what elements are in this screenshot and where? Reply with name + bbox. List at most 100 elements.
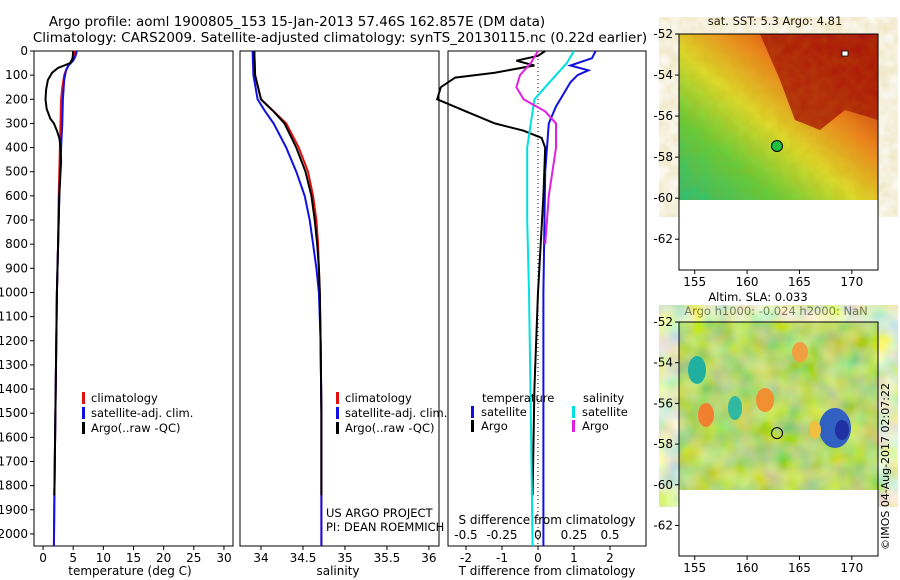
x-tick-label: 36 [421, 551, 436, 565]
legend-label-satellite: satellite-adj. clim. [91, 406, 193, 420]
difference-series [435, 50, 597, 547]
lon-tick-label: 155 [683, 275, 706, 289]
difference-plot-frame [447, 50, 647, 547]
x-tick-label: 10 [96, 551, 111, 565]
series-line-temperature-argo [435, 50, 547, 496]
figure-title-line2: Climatology: CARS2009. Satellite-adjuste… [33, 30, 647, 46]
sla-low-eddy [728, 396, 742, 420]
lat-tick-label: -54 [653, 68, 673, 82]
lat-tick-label: -60 [653, 478, 673, 492]
difference-panel: -2 -1 0 1 2 -0.5 -0.25 0 0.25 0.5 T difference fr… [435, 50, 647, 578]
y-tick-label: 200 [5, 92, 28, 106]
legend-swatch-argo [82, 422, 85, 434]
temperature-x-axis: 0 5 10 15 20 25 30 [39, 546, 232, 565]
salinity-legend: climatology satellite-adj. clim. Argo(..… [336, 391, 447, 435]
project-annotation-line2: PI: DEAN ROEMMICH [326, 520, 444, 534]
lat-tick-label: -60 [653, 191, 673, 205]
sla-high-eddy [792, 342, 808, 362]
difference-xlabel-temperature: T difference from climatology [458, 564, 636, 578]
x-tick-label: 15 [126, 551, 141, 565]
sst-map-axes: -52 -54 -56 -58 -60 -62 155 160 165 170 [653, 27, 863, 289]
y-tick-label: 1500 [0, 406, 28, 420]
legend-title-salinity: salinity [583, 391, 624, 405]
y-tick-label: 0 [20, 44, 28, 58]
x-tick-label-salinity: 0 [534, 528, 542, 542]
x-tick-label-salinity: -0.5 [454, 528, 477, 542]
x-tick-label: 2 [606, 551, 614, 565]
difference-xlabel-salinity: S difference from climatology [459, 513, 636, 527]
y-tick-label: 700 [5, 213, 28, 227]
sla-map-axes: -52 -54 -56 -58 -60 -62 155 160 165 170 [653, 315, 863, 575]
lon-tick-label: 165 [788, 561, 811, 575]
y-tick-label: 2000 [0, 527, 28, 541]
y-tick-label: 100 [5, 68, 28, 82]
legend-swatch-satellite [336, 407, 339, 419]
salinity-panel: 34 34.5 35 35.5 36 salinity climatology sate… [239, 50, 447, 578]
sla-high-eddy [698, 403, 714, 427]
temperature-panel: 0100200300400500600700800900100011001200… [0, 44, 234, 578]
lon-tick-label: 160 [736, 275, 759, 289]
x-tick-label: 20 [156, 551, 171, 565]
y-tick-label: 500 [5, 165, 28, 179]
lon-tick-label: 170 [840, 275, 863, 289]
y-tick-label: 1400 [0, 382, 28, 396]
lat-tick-label: -56 [653, 396, 673, 410]
x-tick-label: 35.5 [374, 551, 401, 565]
legend-label-salinity-argo: Argo [582, 419, 609, 433]
legend-swatch-argo [336, 422, 339, 434]
series-line-salinity-argo [515, 50, 557, 245]
x-tick-label-salinity: 0.25 [561, 528, 588, 542]
lat-tick-label: -62 [653, 232, 673, 246]
sst-map-title: sat. SST: 5.3 Argo: 4.81 [708, 14, 843, 28]
x-tick-label: 0 [534, 551, 542, 565]
temperature-series [44, 50, 78, 547]
lat-tick-label: -62 [653, 518, 673, 532]
y-tick-label: 1700 [0, 454, 28, 468]
lat-tick-label: -58 [653, 150, 673, 164]
x-tick-label: 25 [186, 551, 201, 565]
lat-tick-label: -54 [653, 356, 673, 370]
legend-label-satellite: satellite-adj. clim. [345, 406, 447, 420]
lon-tick-label: 165 [788, 275, 811, 289]
y-tick-label: 600 [5, 189, 28, 203]
x-tick-label: 0 [39, 551, 47, 565]
legend-swatch-salinity-argo [572, 420, 575, 432]
legend-title-temperature: temperature [482, 391, 554, 405]
y-tick-label: 400 [5, 141, 28, 155]
x-tick-label: -2 [460, 551, 472, 565]
lat-tick-label: -56 [653, 109, 673, 123]
y-tick-label: 1300 [0, 358, 28, 372]
x-tick-label: -1 [496, 551, 508, 565]
legend-label-salinity-satellite: satellite [582, 405, 628, 419]
series-line-argo-raw-qc- [44, 50, 75, 496]
depth-axis: 0 100 200 300 400 500 600 700 800 900 1000 1100 1200… [0, 44, 34, 541]
y-tick-label: 1800 [0, 479, 28, 493]
lon-tick-label: 155 [683, 561, 706, 575]
sla-low-eddy [688, 356, 706, 384]
sla-texture [679, 322, 878, 490]
temperature-xlabel: temperature (deg C) [68, 564, 191, 578]
legend-label-climatology: climatology [91, 391, 158, 405]
x-tick-label-salinity: -0.25 [486, 528, 517, 542]
lat-tick-label: -52 [653, 315, 673, 329]
sla-low-eddy [835, 420, 849, 440]
lon-tick-label: 170 [840, 561, 863, 575]
salinity-xlabel: salinity [316, 564, 359, 578]
sst-texture [679, 34, 878, 200]
sst-map-frame [678, 33, 879, 271]
y-tick-label: 1100 [0, 310, 28, 324]
sst-map-panel: sat. SST: 5.3 Argo: 4.81 -52 -54 -56 -58 -60… [653, 14, 879, 289]
series-line-argo-raw-qc- [253, 50, 323, 496]
x-tick-label: 5 [69, 551, 77, 565]
lon-tick-label: 160 [736, 561, 759, 575]
x-tick-label: 30 [216, 551, 231, 565]
sla-map-title2: Argo h1000: -0.024 h2000: NaN [684, 304, 868, 318]
legend-label-argo: Argo(..raw -QC) [345, 421, 435, 435]
salinity-plot-frame [239, 50, 440, 547]
x-tick-label: 35 [337, 551, 352, 565]
sla-map-panel: Altim. SLA: 0.033 Argo h1000: -0.024 h20… [653, 290, 879, 575]
imos-timestamp: ©IMOS 04-Aug-2017 02:07:22 [879, 383, 892, 550]
lat-tick-label: -58 [653, 437, 673, 451]
x-tick-label: 34.5 [290, 551, 317, 565]
